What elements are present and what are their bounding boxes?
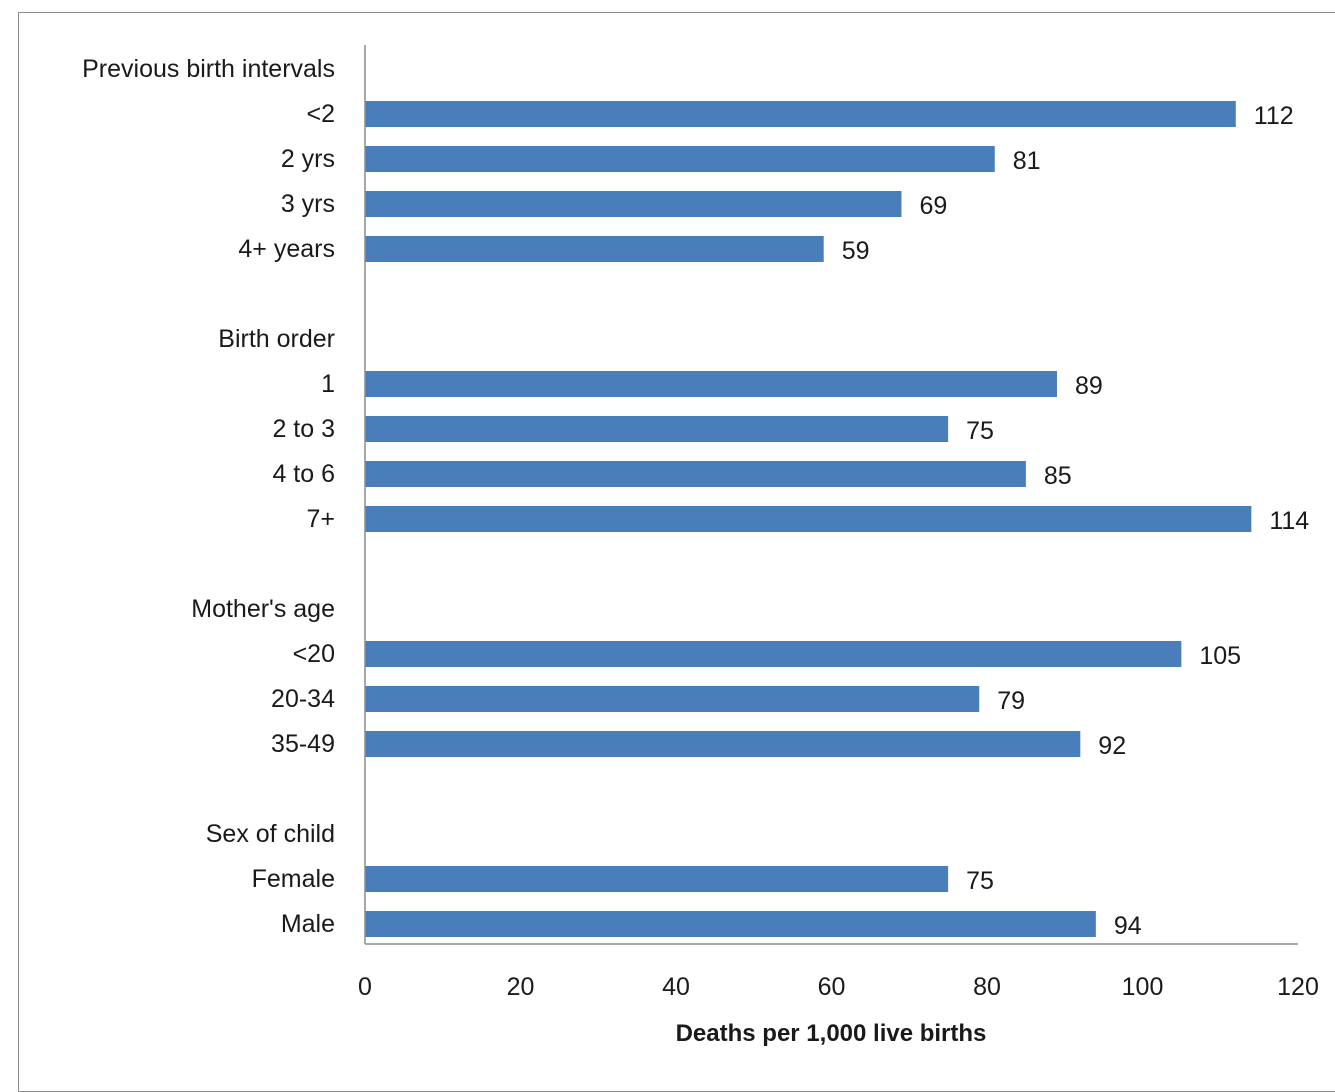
- data-label: 105: [1199, 642, 1241, 670]
- data-label: 85: [1044, 462, 1072, 490]
- x-tick-label: 60: [818, 973, 846, 1001]
- category-label: 3 yrs: [281, 190, 335, 218]
- bar: [365, 236, 824, 262]
- category-label: 7+: [306, 505, 335, 533]
- bar: [365, 911, 1096, 937]
- category-label: <20: [293, 640, 335, 668]
- data-label: 75: [966, 867, 994, 895]
- x-tick-label: 120: [1277, 973, 1319, 1001]
- data-label: 94: [1114, 912, 1142, 940]
- category-label: 35-49: [271, 730, 335, 758]
- bar: [365, 416, 949, 442]
- category-label: 20-34: [271, 685, 335, 713]
- labels-layer: Previous birth intervals <2 112 2 yrs 81 3 yr…: [82, 55, 1309, 940]
- category-label: 1: [321, 370, 335, 398]
- data-label: 81: [1013, 147, 1041, 175]
- bar: [365, 686, 980, 712]
- bar: [365, 371, 1057, 397]
- x-tick-label: 80: [973, 973, 1001, 1001]
- bars-layer: [365, 101, 1252, 937]
- group-label: Previous birth intervals: [82, 55, 335, 83]
- x-axis-title: Deaths per 1,000 live births: [676, 1020, 987, 1047]
- bar: [365, 731, 1081, 757]
- group-label: Sex of child: [206, 820, 335, 848]
- data-label: 75: [966, 417, 994, 445]
- category-label: 4+ years: [238, 235, 335, 263]
- category-label: 2 yrs: [281, 145, 335, 173]
- category-label: 2 to 3: [272, 415, 335, 443]
- data-label: 69: [919, 192, 947, 220]
- data-label: 92: [1098, 732, 1126, 760]
- bar: [365, 461, 1026, 487]
- bar: [365, 101, 1236, 127]
- category-label: 4 to 6: [272, 460, 335, 488]
- x-tick-label: 40: [662, 973, 690, 1001]
- x-tick-label: 100: [1122, 973, 1164, 1001]
- bar: [365, 191, 902, 217]
- bar: [365, 506, 1252, 532]
- bar: [365, 866, 949, 892]
- x-tick-label: 0: [358, 973, 372, 1001]
- group-label: Birth order: [218, 325, 335, 353]
- data-label: 114: [1269, 507, 1309, 535]
- data-label: 112: [1254, 102, 1294, 130]
- group-label: Mother's age: [191, 595, 335, 623]
- data-label: 79: [997, 687, 1025, 715]
- data-label: 89: [1075, 372, 1103, 400]
- category-label: Female: [252, 865, 335, 893]
- category-label: Male: [281, 910, 335, 938]
- category-label: <2: [306, 100, 335, 128]
- axis-layer: 0 20 40 60 80 100 120: [358, 45, 1319, 1001]
- x-tick-label: 20: [507, 973, 535, 1001]
- bar: [365, 146, 995, 172]
- bar: [365, 641, 1182, 667]
- data-label: 59: [842, 237, 870, 265]
